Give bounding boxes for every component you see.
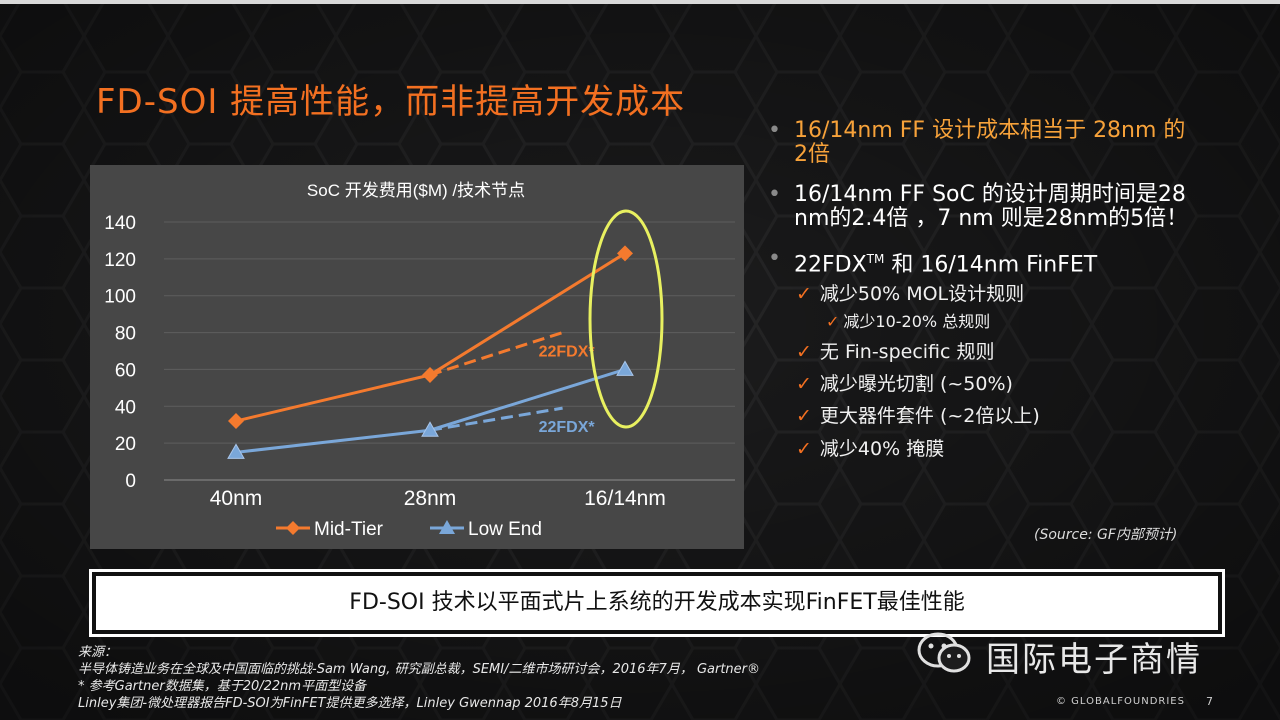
y-tick-label: 60	[115, 360, 136, 381]
x-tick-label: 16/14nm	[584, 487, 666, 510]
legend-label: Mid-Tier	[314, 519, 384, 540]
footnote-4: Linley集团-微处理器报告FD-SOI为FinFET提供更多选择，Linle…	[78, 696, 622, 711]
projection-line	[429, 406, 563, 432]
chart-title: SoC 开发费用($M) /技术节点	[307, 181, 525, 200]
bullet-2-text: 16/14nm FF SoC 的设计周期时间是28	[794, 182, 1186, 207]
bullet-3-pre: 22FDX	[794, 252, 867, 278]
sub-bullet-3-text: 无 Fin-specific 规则	[819, 341, 995, 363]
bullet-dot-icon: •	[768, 182, 781, 207]
data-point-triangle	[227, 443, 245, 459]
footnotes: 来源： 半导体铸造业务在全球及中国面临的挑战-Sam Wang, 研究副总裁，S…	[78, 644, 760, 712]
data-point-triangle	[421, 421, 439, 437]
trademark-sup: TM	[866, 252, 885, 266]
checkmark-icon: ✓	[796, 341, 812, 363]
sub-bullet-4: ✓ 减少曝光切割 (~50%)	[796, 372, 1013, 396]
x-tick-label: 28nm	[404, 487, 457, 510]
checkmark-icon: ✓	[796, 283, 812, 305]
page-number: 7	[1206, 695, 1213, 708]
y-tick-label: 40	[115, 397, 136, 418]
data-point-diamond	[228, 413, 244, 430]
x-tick-label: 40nm	[210, 487, 263, 510]
checkmark-icon: ✓	[796, 405, 812, 427]
legend-marker-diamond	[286, 521, 300, 535]
chart-panel	[90, 165, 744, 549]
highlight-ellipse	[588, 209, 664, 429]
bullet-3-text: 22FDXTM 和 16/14nm FinFET	[794, 246, 1097, 278]
wechat-icon	[917, 632, 971, 673]
series-line	[235, 252, 626, 423]
legend-label: Low End	[468, 519, 542, 540]
checkmark-icon: ✓	[826, 312, 840, 331]
sub-bullet-4-text: 减少曝光切割 (~50%)	[819, 373, 1013, 395]
summary-banner: FD-SOI 技术以平面式片上系统的开发成本实现FinFET最佳性能	[89, 569, 1225, 637]
bullet-dot-icon: •	[768, 118, 781, 143]
copyright: © GLOBALFOUNDRIES	[1056, 696, 1185, 707]
wechat-account-name: 国际电子商情	[986, 640, 1202, 680]
footnote-2: 半导体铸造业务在全球及中国面临的挑战-Sam Wang, 研究副总裁，SEMI/…	[78, 662, 761, 677]
y-tick-label: 140	[104, 213, 136, 234]
y-tick-label: 20	[115, 434, 136, 455]
sub-bullet-5-text: 更大器件套件 (~2倍以上)	[819, 405, 1040, 427]
sub-bullet-3: ✓ 无 Fin-specific 规则	[796, 340, 995, 364]
sub-bullet-1-text: 减少50% MOL设计规则	[819, 283, 1025, 305]
checkmark-icon: ✓	[796, 438, 812, 460]
y-tick-label: 0	[125, 471, 136, 492]
sub-bullet-6-text: 减少40% 掩膜	[819, 438, 945, 460]
data-point-diamond	[617, 245, 633, 262]
source-note: (Source: GF内部预计)	[1034, 527, 1178, 543]
bullet-dot-icon: •	[768, 246, 781, 271]
data-point-diamond	[422, 366, 438, 383]
sub-bullet-5: ✓ 更大器件套件 (~2倍以上)	[796, 404, 1040, 428]
sub-bullet-6: ✓ 减少40% 掩膜	[796, 437, 944, 461]
projection-label: 22FDX*	[539, 344, 596, 361]
bullet-1-text: 16/14nm FF 设计成本相当于 28nm 的	[794, 118, 1186, 143]
top-border	[0, 0, 1280, 4]
sub-bullet-2-text: 减少10-20% 总规则	[843, 312, 991, 331]
y-tick-label: 120	[104, 250, 136, 271]
legend-marker-triangle	[439, 520, 455, 534]
footnote-1: 来源：	[78, 645, 118, 660]
sub-bullet-2: ✓ 减少10-20% 总规则	[826, 310, 990, 334]
checkmark-icon: ✓	[796, 373, 812, 395]
bullet-3-post: 和 16/14nm FinFET	[884, 252, 1098, 278]
footnote-3: * 参考Gartner数据集，基于20/22nm平面型设备	[78, 679, 367, 694]
bullet-1-text-cont: 2倍	[794, 142, 830, 167]
y-tick-label: 100	[104, 287, 136, 308]
y-tick-label: 80	[115, 324, 136, 345]
projection-line	[429, 331, 564, 377]
sub-bullet-1: ✓ 减少50% MOL设计规则	[796, 282, 1024, 306]
projection-label: 22FDX*	[539, 419, 596, 436]
data-point-triangle	[616, 360, 634, 376]
slide-title: FD-SOI 提高性能，而非提高开发成本	[96, 82, 686, 122]
bullet-2-text-cont: nm的2.4倍 ，7 nm 则是28nm的5倍！	[794, 206, 1189, 231]
